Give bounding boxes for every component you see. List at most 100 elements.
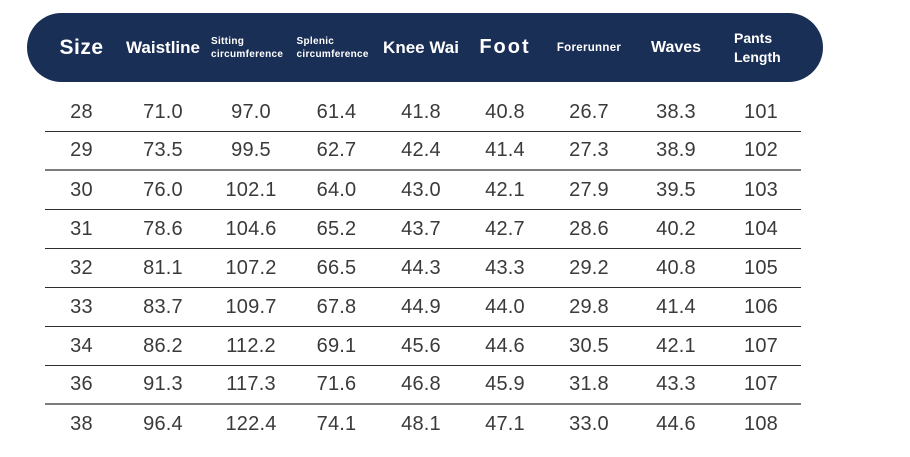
cell-waves: 40.8 bbox=[656, 256, 696, 279]
cell-waves: 42.1 bbox=[656, 334, 696, 357]
cell-splenic: 64.0 bbox=[316, 178, 357, 201]
cell-waistline: 73.5 bbox=[143, 139, 183, 161]
cell-knee: 42.4 bbox=[401, 139, 441, 161]
cell-sitting: 109.7 bbox=[225, 295, 277, 318]
cell-knee: 45.6 bbox=[401, 334, 441, 357]
cell-splenic: 74.1 bbox=[316, 413, 357, 435]
cell-splenic: 61.4 bbox=[316, 100, 357, 123]
table-row-size-32: 32 81.1 107.2 66.5 44.3 43.3 29.2 40.8 1… bbox=[45, 249, 801, 288]
cell-size: 29 bbox=[70, 139, 93, 161]
cell-sitting: 99.5 bbox=[231, 139, 271, 161]
header-cell-foot: Foot bbox=[463, 13, 547, 82]
cell-size: 28 bbox=[70, 100, 93, 123]
cell-waves: 41.4 bbox=[656, 295, 696, 318]
cell-waves: 43.3 bbox=[656, 373, 696, 395]
cell-forerunner: 33.0 bbox=[569, 413, 609, 435]
cell-forerunner: 29.8 bbox=[569, 295, 609, 318]
header-label-forerunner: Forerunner bbox=[556, 41, 622, 54]
cell-knee: 43.7 bbox=[401, 217, 441, 240]
cell-knee: 44.9 bbox=[401, 295, 441, 318]
cell-pants-length: 108 bbox=[744, 413, 778, 435]
cell-forerunner: 27.9 bbox=[569, 178, 609, 201]
cell-size: 38 bbox=[70, 413, 93, 435]
table-header: Size Waistline Sitting circumference Spl… bbox=[27, 13, 823, 82]
header-label-pants-length: Pants Length bbox=[734, 30, 781, 65]
header-label-waistline: Waistline bbox=[126, 37, 200, 57]
cell-foot: 44.6 bbox=[485, 334, 525, 357]
cell-knee: 41.8 bbox=[401, 100, 441, 123]
cell-knee: 44.3 bbox=[401, 256, 441, 279]
cell-waistline: 76.0 bbox=[143, 178, 183, 201]
cell-waistline: 96.4 bbox=[143, 413, 183, 435]
cell-sitting: 102.1 bbox=[225, 178, 277, 201]
cell-size: 34 bbox=[70, 334, 93, 357]
cell-sitting: 97.0 bbox=[231, 100, 271, 123]
cell-splenic: 71.6 bbox=[316, 373, 357, 395]
table-body: 28 71.0 97.0 61.4 41.8 40.8 26.7 38.3 10… bbox=[45, 93, 801, 444]
table-row-size-33: 33 83.7 109.7 67.8 44.9 44.0 29.8 41.4 1… bbox=[45, 288, 801, 327]
table-row-size-29: 29 73.5 99.5 62.7 42.4 41.4 27.3 38.9 10… bbox=[45, 132, 801, 171]
cell-splenic: 65.2 bbox=[316, 217, 357, 240]
cell-size: 33 bbox=[70, 295, 93, 318]
cell-waves: 40.2 bbox=[656, 217, 696, 240]
header-label-size: Size bbox=[59, 35, 104, 59]
table-row-size-31: 31 78.6 104.6 65.2 43.7 42.7 28.6 40.2 1… bbox=[45, 210, 801, 249]
header-label-knee-wai: Knee Wai bbox=[383, 37, 459, 57]
cell-waistline: 78.6 bbox=[143, 217, 183, 240]
cell-knee: 46.8 bbox=[401, 373, 441, 395]
cell-foot: 41.4 bbox=[485, 139, 525, 161]
cell-foot: 42.1 bbox=[485, 178, 525, 201]
cell-sitting: 104.6 bbox=[225, 217, 277, 240]
cell-waves: 39.5 bbox=[656, 178, 696, 201]
cell-foot: 40.8 bbox=[485, 100, 525, 123]
header-cell-sitting-circumference: Sitting circumference bbox=[208, 13, 294, 82]
cell-knee: 43.0 bbox=[401, 178, 441, 201]
header-label-sitting-circumference: Sitting circumference bbox=[211, 35, 284, 60]
cell-foot: 43.3 bbox=[485, 256, 525, 279]
cell-forerunner: 28.6 bbox=[569, 217, 609, 240]
cell-size: 36 bbox=[70, 373, 93, 395]
cell-forerunner: 27.3 bbox=[569, 139, 609, 161]
cell-pants-length: 106 bbox=[744, 295, 778, 318]
cell-splenic: 62.7 bbox=[316, 139, 357, 161]
cell-forerunner: 29.2 bbox=[569, 256, 609, 279]
cell-waistline: 91.3 bbox=[143, 373, 183, 395]
header-label-waves: Waves bbox=[650, 38, 702, 56]
cell-foot: 42.7 bbox=[485, 217, 525, 240]
cell-size: 30 bbox=[70, 178, 93, 201]
cell-foot: 47.1 bbox=[485, 413, 525, 435]
cell-forerunner: 31.8 bbox=[569, 373, 609, 395]
header-cell-waves: Waves bbox=[631, 13, 721, 82]
header-cell-forerunner: Forerunner bbox=[547, 13, 631, 82]
table-row-size-36: 36 91.3 117.3 71.6 46.8 45.9 31.8 43.3 1… bbox=[45, 366, 801, 405]
cell-sitting: 117.3 bbox=[226, 373, 276, 395]
cell-waistline: 83.7 bbox=[143, 295, 183, 318]
cell-pants-length: 107 bbox=[744, 334, 778, 357]
cell-foot: 45.9 bbox=[485, 373, 525, 395]
cell-sitting: 122.4 bbox=[225, 413, 277, 435]
cell-pants-length: 104 bbox=[744, 217, 778, 240]
table-row-size-28: 28 71.0 97.0 61.4 41.8 40.8 26.7 38.3 10… bbox=[45, 93, 801, 132]
cell-forerunner: 26.7 bbox=[569, 100, 609, 123]
cell-pants-length: 102 bbox=[744, 139, 778, 161]
header-cell-splenic-circumference: Splenic circumference bbox=[294, 13, 379, 82]
cell-size: 32 bbox=[70, 256, 93, 279]
cell-waistline: 86.2 bbox=[143, 334, 183, 357]
cell-forerunner: 30.5 bbox=[569, 334, 609, 357]
header-label-foot: Foot bbox=[479, 36, 531, 58]
table-row-size-34: 34 86.2 112.2 69.1 45.6 44.6 30.5 42.1 1… bbox=[45, 327, 801, 366]
cell-knee: 48.1 bbox=[401, 413, 441, 435]
cell-waves: 38.9 bbox=[656, 139, 696, 161]
cell-waistline: 81.1 bbox=[143, 256, 183, 279]
cell-waistline: 71.0 bbox=[143, 100, 183, 123]
table-row-size-38: 38 96.4 122.4 74.1 48.1 47.1 33.0 44.6 1… bbox=[45, 405, 801, 444]
cell-splenic: 69.1 bbox=[316, 334, 357, 357]
cell-sitting: 112.2 bbox=[226, 334, 276, 357]
cell-splenic: 67.8 bbox=[316, 295, 357, 318]
cell-pants-length: 101 bbox=[744, 100, 778, 123]
header-label-splenic-circumference: Splenic circumference bbox=[296, 35, 369, 60]
header-cell-knee-wai: Knee Wai bbox=[379, 13, 463, 82]
cell-splenic: 66.5 bbox=[316, 256, 357, 279]
table-row-size-30: 30 76.0 102.1 64.0 43.0 42.1 27.9 39.5 1… bbox=[45, 171, 801, 210]
